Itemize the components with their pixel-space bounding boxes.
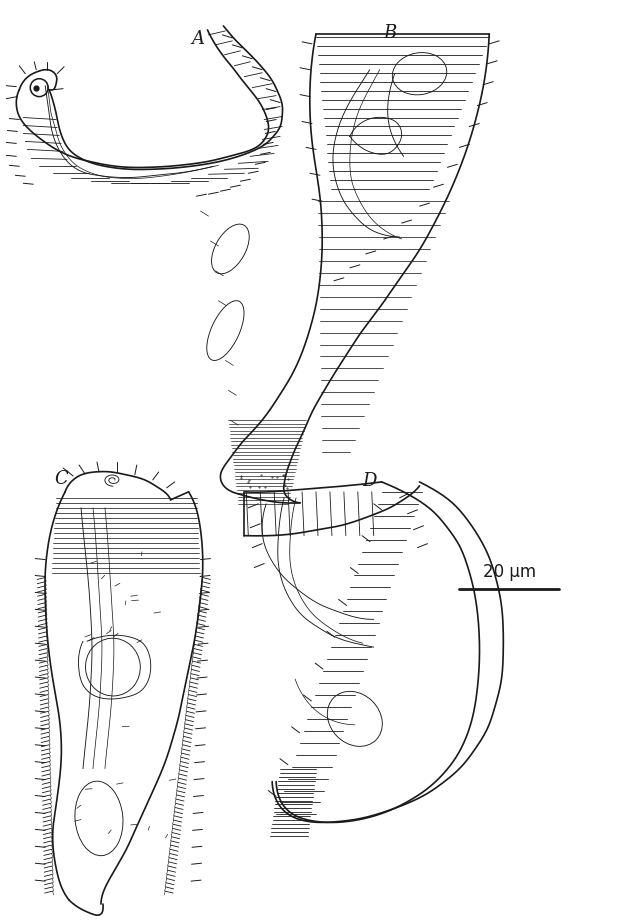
Text: B: B bbox=[383, 24, 396, 42]
Text: D: D bbox=[363, 472, 377, 490]
Text: A: A bbox=[191, 30, 204, 48]
Text: 20 μm: 20 μm bbox=[483, 564, 536, 581]
Text: C: C bbox=[54, 470, 68, 488]
